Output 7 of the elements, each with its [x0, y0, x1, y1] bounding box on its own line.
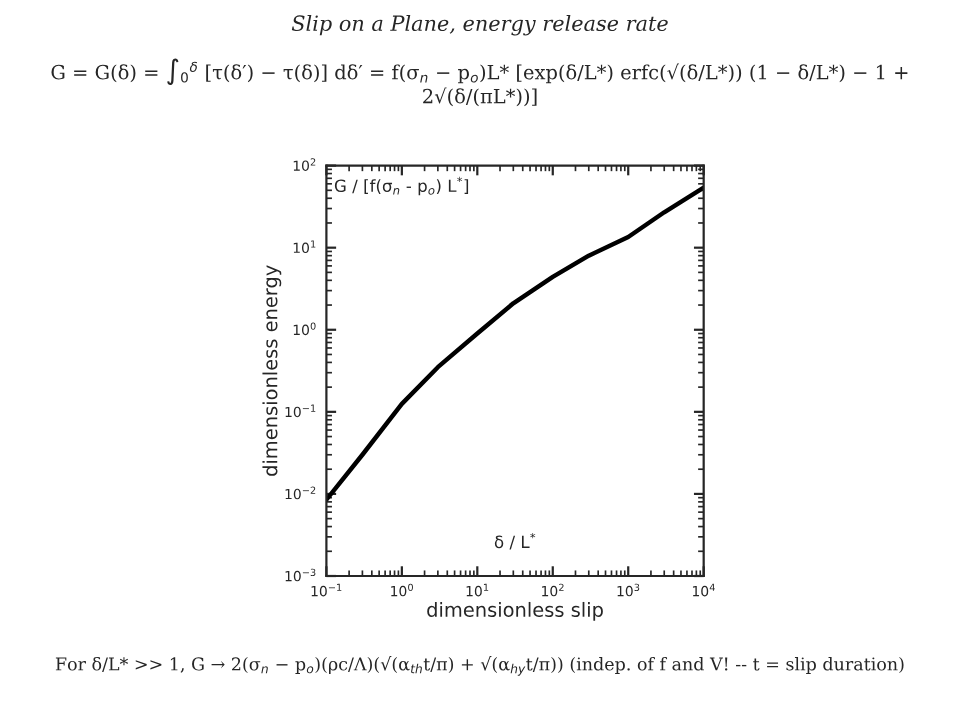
chart-title: Slip on a Plane, energy release rate [291, 14, 668, 36]
text: G = G(δ) = ∫$_{0}$$^{δ}$ [τ(δ′) − τ(δ)] dδ′ = f(σ$_{n}$ − p$_{o}$)L* [exp(δ/L*) erfc(√(δ/L*)) (1 − δ/L*) − 1 + 2√(δ/(πL*))] [51, 58, 908, 107]
text: For δ/L* >> 1, G → 2(σ$_{n}$ − p$_{o}$)(ρc/Λ)(√(α$_{th}$t/π) + √(α$_{hy}$t/π)) (indep. of f and V! -- t = slip duration) [55, 656, 904, 676]
x-axis-title: dimensionless slip [427, 601, 603, 621]
y-axis-title: dimensionless energy [262, 265, 282, 476]
annotation: G / [f(σ$_{n}$ - p$_{o}$) L$^{*}$] [334, 176, 469, 196]
annotation: δ / L$^{*}$ [494, 532, 536, 550]
